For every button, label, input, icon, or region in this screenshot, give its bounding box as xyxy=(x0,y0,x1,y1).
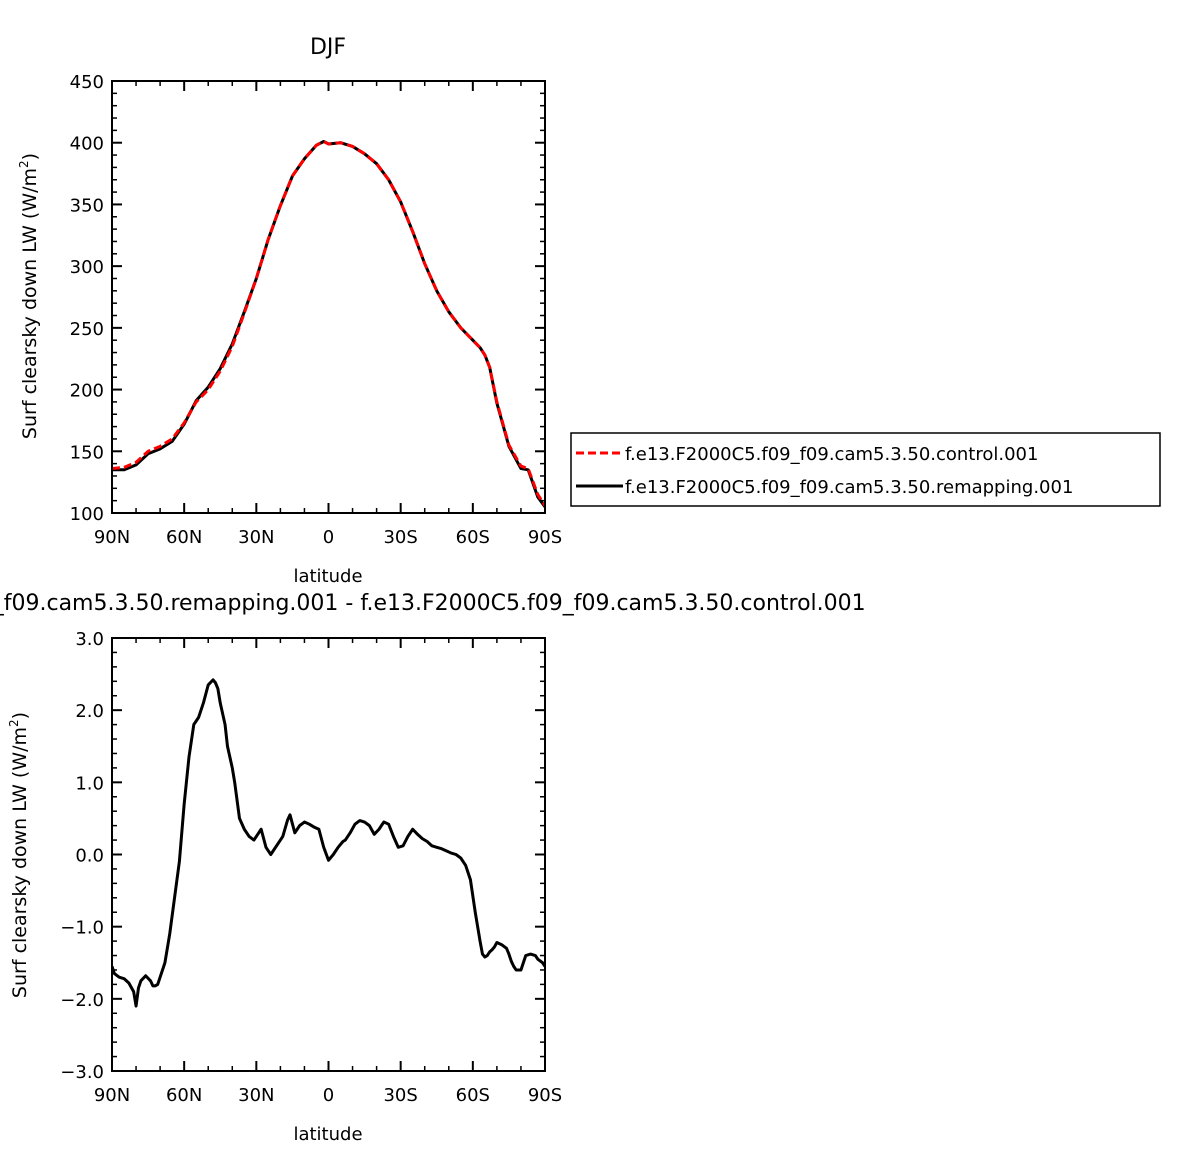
top-x-tick-label: 90N xyxy=(94,527,130,548)
top-y-tick-label: 300 xyxy=(70,257,104,278)
top-series-line-0 xyxy=(112,139,545,507)
bottom-x-tick-label: 0 xyxy=(323,1085,334,1106)
top-x-tick-label: 90S xyxy=(528,527,562,548)
bottom-y-tick-label: 3.0 xyxy=(75,629,104,650)
top-y-tick-label: 400 xyxy=(70,134,104,155)
bottom-plot-frame xyxy=(111,637,546,1072)
top-plot-frame xyxy=(111,80,546,514)
svg-text:Surf clearsky down LW (W/m2): Surf clearsky down LW (W/m2) xyxy=(7,712,31,998)
bottom-x-tick-label: 90N xyxy=(94,1085,130,1106)
bottom-y-tick-label: −3.0 xyxy=(60,1062,104,1083)
top-x-tick-label: 0 xyxy=(323,527,334,548)
legend-label-control: f.e13.F2000C5.f09_f09.cam5.3.50.control.… xyxy=(625,444,1038,465)
bottom-panel: f.e13.F2000C5.f09_f09.cam5.3.50.remappin… xyxy=(0,591,866,1145)
top-y-tick-label: 150 xyxy=(70,442,104,463)
top-y-tick-label: 450 xyxy=(70,72,104,93)
top-y-tick-label: 350 xyxy=(70,195,104,216)
top-y-tick-label: 100 xyxy=(70,504,104,525)
bottom-y-tick-label: −2.0 xyxy=(60,990,104,1011)
bottom-y-axis-label-tail: ) xyxy=(9,712,31,719)
bottom-y-axis-label-main: Surf clearsky down LW (W/m xyxy=(9,727,31,998)
top-x-tick-label: 60S xyxy=(456,527,490,548)
svg-text:Surf clearsky down LW (W/m2): Surf clearsky down LW (W/m2) xyxy=(17,153,41,439)
top-x-axis-label: latitude xyxy=(293,566,362,587)
top-x-tick-label: 30S xyxy=(383,527,417,548)
top-panel: DJF 90N 60N 30N 0 30S 60S 90S 100 150 200 250 300 35… xyxy=(17,35,1161,587)
top-x-tick-label: 30N xyxy=(238,527,274,548)
bottom-chart-title: f.e13.F2000C5.f09_f09.cam5.3.50.remappin… xyxy=(0,591,866,616)
bottom-series-line-0 xyxy=(112,678,545,1008)
bottom-y-axis-label-sup: 2 xyxy=(7,719,21,727)
bottom-y-axis-label: Surf clearsky down LW (W/m2) xyxy=(7,712,31,998)
top-plot-area: 90N 60N 30N 0 30S 60S 90S 100 150 200 250 300 350 400… xyxy=(70,72,563,548)
bottom-y-tick-label: 2.0 xyxy=(75,701,104,722)
bottom-x-tick-label: 30N xyxy=(238,1085,274,1106)
bottom-plot-area: 90N 60N 30N 0 30S 60S 90S −3.0 −2.0 −1.0 0.0 1.0 2.0… xyxy=(60,629,562,1106)
legend-box xyxy=(570,432,1161,507)
bottom-x-axis-label: latitude xyxy=(293,1124,362,1145)
top-x-tick-label: 60N xyxy=(166,527,202,548)
top-y-axis-label-sup: 2 xyxy=(17,160,31,168)
bottom-x-tick-label: 60S xyxy=(456,1085,490,1106)
top-series-line-1 xyxy=(112,139,545,508)
bottom-x-tick-label: 60N xyxy=(166,1085,202,1106)
bottom-x-tick-label: 30S xyxy=(383,1085,417,1106)
bottom-x-tick-label: 90S xyxy=(528,1085,562,1106)
bottom-y-tick-label: −1.0 xyxy=(60,918,104,939)
legend-label-remapping: f.e13.F2000C5.f09_f09.cam5.3.50.remappin… xyxy=(625,477,1073,498)
top-chart-title: DJF xyxy=(310,35,346,60)
bottom-y-tick-label: 1.0 xyxy=(75,773,104,794)
legend: f.e13.F2000C5.f09_f09.cam5.3.50.control.… xyxy=(570,432,1161,507)
top-y-axis-label: Surf clearsky down LW (W/m2) xyxy=(17,153,41,439)
bottom-y-tick-label: 0.0 xyxy=(75,846,104,867)
top-y-tick-label: 250 xyxy=(70,319,104,340)
top-y-axis-label-tail: ) xyxy=(19,153,41,160)
top-y-axis-label-main: Surf clearsky down LW (W/m xyxy=(19,168,41,439)
top-y-tick-label: 200 xyxy=(70,381,104,402)
